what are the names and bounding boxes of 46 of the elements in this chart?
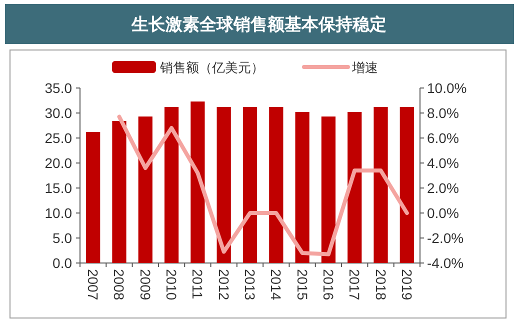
y-tick-label: 5.0 [52,230,72,246]
legend-label: 销售额（亿美元） [159,60,264,75]
x-tick-label: 2010 [164,269,180,300]
y-tick-label: 15.0 [44,180,72,196]
x-tick-label: 2011 [190,269,206,300]
line-series [117,114,409,256]
bar [269,107,284,263]
x-tick-label: 2017 [346,269,363,300]
bar [321,116,336,263]
y-tick-label: 10.0 [44,205,72,221]
bar [374,107,388,263]
bar [295,112,310,263]
x-tick-label: 2013 [242,269,258,300]
y2-tick-label: -2.0% [427,230,464,246]
y2-tick-label: 0.0% [427,205,459,221]
y2-tick-label: -4.0% [427,255,464,271]
x-tick-label: 2018 [372,269,389,300]
x-tick-label: 2015 [294,269,310,300]
x-tick-label: 2016 [320,269,336,300]
y2-tick-label: 10.0% [427,80,467,96]
x-tick-label: 2007 [85,269,102,300]
bar [348,112,362,263]
y2-tick-label: 6.0% [427,130,459,146]
y2-tick-label: 8.0% [427,105,459,121]
bar [112,121,126,263]
bar [164,107,179,263]
bar [400,107,414,263]
x-tick-label: 2009 [137,269,154,300]
y-tick-label: 0.0 [52,255,72,271]
legend-label: 增速 [351,60,378,75]
bar [190,102,205,263]
y-tick-label: 25.0 [44,130,72,146]
x-tick-label: 2008 [111,269,128,300]
y-tick-label: 20.0 [44,155,72,171]
bar [242,107,258,263]
x-tick-label: 2019 [398,269,415,300]
bar [216,107,231,263]
y-tick-label: 30.0 [44,105,72,121]
y2-tick-label: 4.0% [427,155,459,171]
chart-title: 生长激素全球销售额基本保持稳定 [130,15,386,34]
x-tick-label: 2014 [268,269,284,300]
bar [138,116,152,263]
bar [86,132,100,263]
y2-tick-label: 2.0% [427,180,459,196]
x-tick-label: 2012 [216,269,232,300]
y-tick-label: 35.0 [44,80,72,96]
